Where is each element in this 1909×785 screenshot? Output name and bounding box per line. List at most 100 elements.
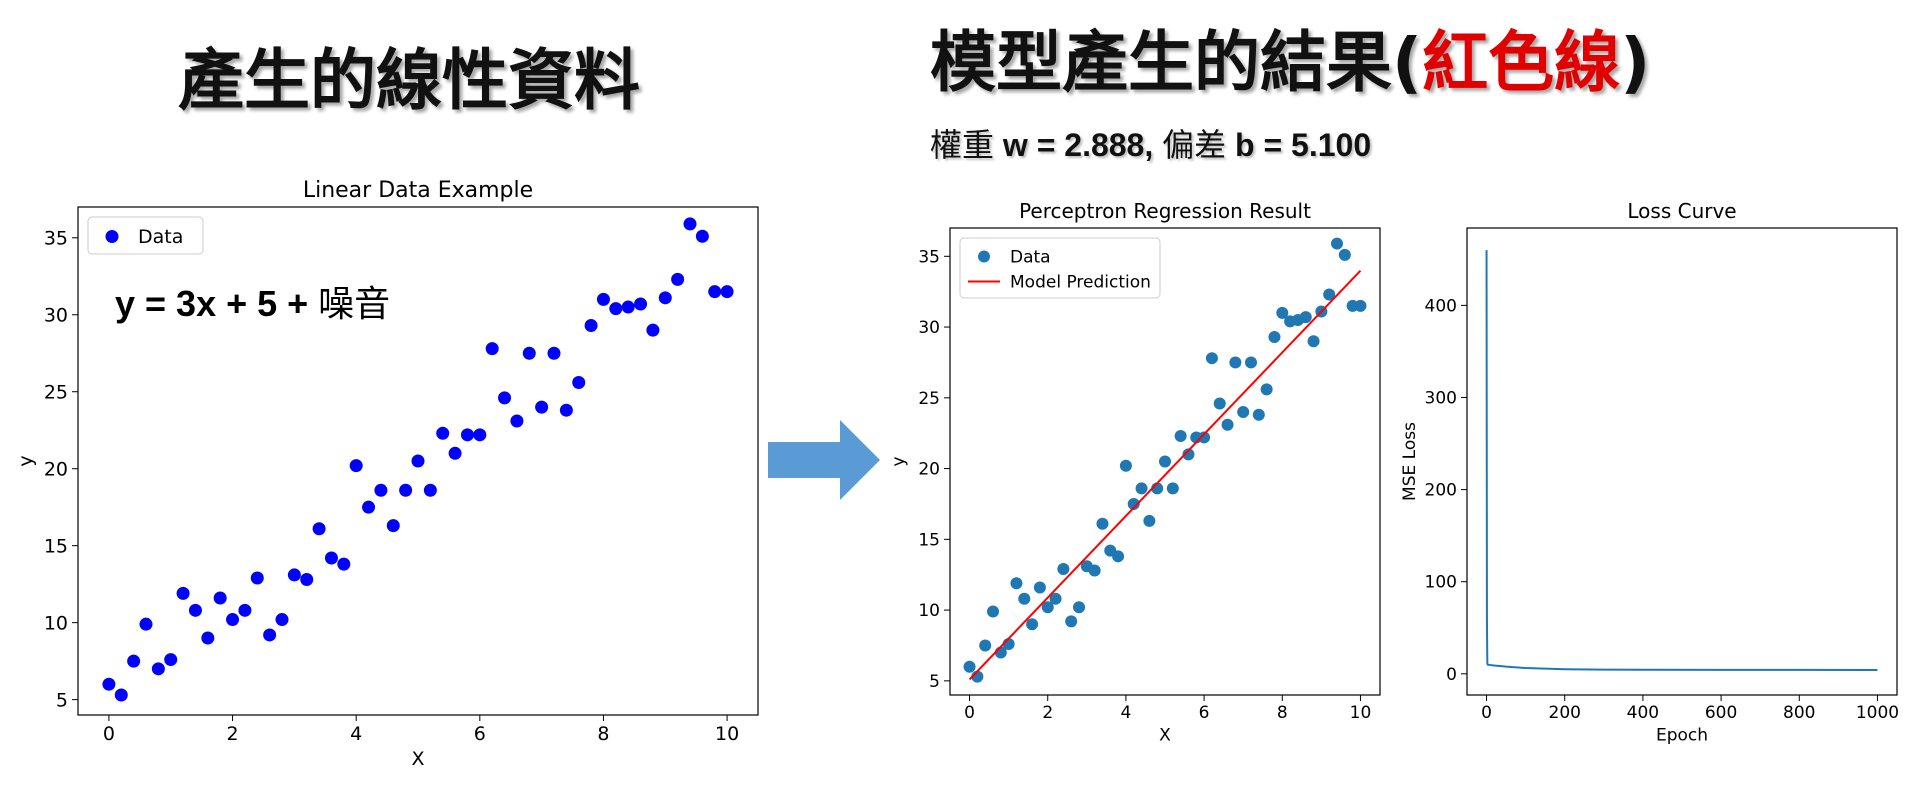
x-tick-label: 2 xyxy=(1042,703,1053,723)
data-point xyxy=(1260,383,1273,396)
data-point xyxy=(1354,299,1367,312)
legend: Data Model Prediction xyxy=(959,237,1161,299)
right-arrow-icon xyxy=(768,420,880,500)
right-title-prefix: 模型產生的結果( xyxy=(930,24,1423,101)
x-tick-label: 2 xyxy=(226,723,238,745)
data-point xyxy=(485,342,499,356)
data-point xyxy=(708,285,722,299)
data-point xyxy=(213,591,227,605)
data-point xyxy=(695,229,709,243)
y-tick-label: 5 xyxy=(56,689,68,711)
y-axis-label: y xyxy=(15,455,37,466)
weight-label: 權重 xyxy=(930,126,995,164)
data-point xyxy=(275,613,289,627)
legend: Data xyxy=(87,216,204,255)
data-point xyxy=(349,459,363,473)
loss-curve-chart: Loss Curve 0 200 400 600 800 1000 0 100 200 300 400… xyxy=(1400,199,1899,746)
data-point xyxy=(572,375,586,389)
data-point xyxy=(1112,550,1125,563)
left-title: 產生的線性資料 xyxy=(178,42,640,119)
data-point xyxy=(238,603,252,617)
x-tick-label: 6 xyxy=(474,723,486,745)
data-point xyxy=(1307,335,1320,348)
data-point xyxy=(510,414,524,428)
data-point xyxy=(423,483,437,497)
x-tick-label: 0 xyxy=(1481,703,1492,723)
y-tick-label: 35 xyxy=(44,227,68,249)
plot-frame xyxy=(1466,227,1898,696)
x-tick-label: 6 xyxy=(1199,703,1210,723)
data-point xyxy=(287,568,301,582)
x-axis-label: X xyxy=(1159,726,1171,746)
data-point xyxy=(1166,482,1179,495)
y-tick-label: 30 xyxy=(918,318,940,338)
legend-point-marker xyxy=(978,250,990,263)
y-tick-label: 200 xyxy=(1425,481,1457,501)
data-point xyxy=(164,653,178,667)
data-point xyxy=(201,631,215,645)
y-tick-label: 400 xyxy=(1425,296,1457,316)
data-point xyxy=(127,654,141,668)
x-tick-label: 0 xyxy=(103,723,115,745)
x-tick-label: 0 xyxy=(964,703,975,723)
data-point xyxy=(250,571,264,585)
data-point xyxy=(1018,592,1031,605)
y-axis-label: MSE Loss xyxy=(1400,422,1420,501)
data-point xyxy=(151,662,165,676)
data-point xyxy=(1237,405,1250,418)
data-point xyxy=(362,500,376,514)
data-point xyxy=(324,551,338,565)
weight-value: w = 2.888, xyxy=(994,127,1163,163)
x-tick-label: 4 xyxy=(350,723,362,745)
data-point xyxy=(1205,352,1218,365)
plot-frame xyxy=(77,206,759,716)
data-point xyxy=(1323,288,1336,301)
data-point xyxy=(720,285,734,299)
weights-bias-label: 權重 w = 2.888, 偏差 b = 5.100 xyxy=(930,120,1371,166)
x-tick-label: 400 xyxy=(1627,703,1659,723)
x-axis-label: Epoch xyxy=(1656,726,1708,746)
data-point xyxy=(374,483,388,497)
data-point xyxy=(522,346,536,360)
chart-title: Linear Data Example xyxy=(303,178,533,203)
x-tick-label: 10 xyxy=(715,723,739,745)
y-axis-label: y xyxy=(889,456,909,466)
data-point xyxy=(963,660,976,673)
legend-box xyxy=(87,216,204,255)
y-tick-label: 20 xyxy=(44,458,68,480)
legend-box xyxy=(959,237,1161,299)
y-tick-label: 20 xyxy=(918,460,940,480)
data-point xyxy=(1338,248,1351,261)
data-point xyxy=(1049,592,1062,605)
data-point xyxy=(114,688,128,702)
y-tick-label: 100 xyxy=(1425,573,1457,593)
data-point xyxy=(188,603,202,617)
data-point xyxy=(460,428,474,442)
data-point xyxy=(621,300,635,314)
y-tick-label: 30 xyxy=(44,304,68,326)
data-point xyxy=(448,446,462,460)
x-tick-label: 800 xyxy=(1783,703,1815,723)
bias-label: 偏差 xyxy=(1162,126,1227,164)
x-tick-label: 1000 xyxy=(1856,703,1899,723)
data-point xyxy=(658,291,672,305)
x-tick-label: 600 xyxy=(1705,703,1737,723)
y-tick-label: 10 xyxy=(44,612,68,634)
data-point xyxy=(596,292,610,306)
equation-annotation: y = 3x + 5 + 噪音 xyxy=(115,275,390,327)
data-point xyxy=(1135,482,1148,495)
data-point xyxy=(1229,356,1242,369)
data-point xyxy=(1299,311,1312,324)
data-point xyxy=(1143,514,1156,527)
y-tick-label: 15 xyxy=(44,535,68,557)
data-point xyxy=(535,400,549,414)
y-tick-label: 15 xyxy=(918,530,940,550)
data-point xyxy=(1159,455,1171,468)
data-point xyxy=(411,454,425,468)
data-point xyxy=(1221,418,1234,431)
data-point xyxy=(1268,330,1281,343)
equation-main: y = 3x + 5 + xyxy=(115,283,319,324)
data-point xyxy=(559,403,573,417)
right-title: 模型產生的結果(紅色線) xyxy=(930,30,1650,96)
data-point xyxy=(1073,601,1085,614)
